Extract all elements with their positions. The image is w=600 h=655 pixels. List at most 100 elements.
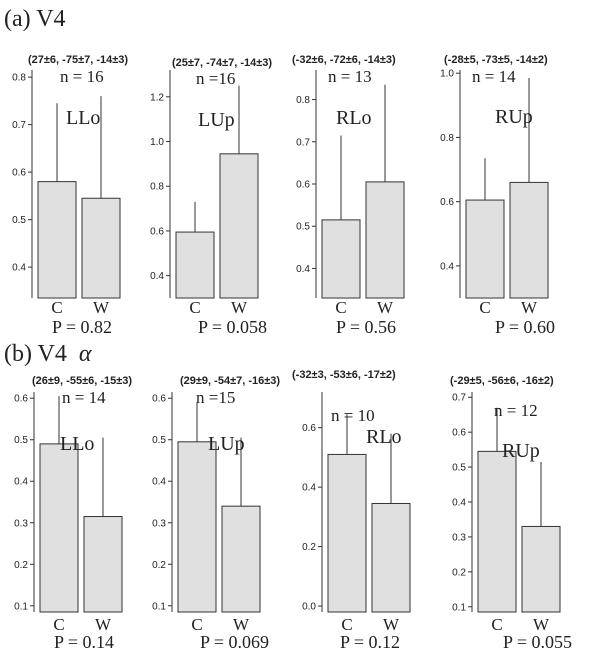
y-tick-label: 0.4 [14, 477, 28, 488]
category-label: W [93, 298, 110, 317]
y-tick-label: 0.3 [152, 518, 166, 529]
bar-W [83, 516, 123, 613]
category-label: C [53, 615, 64, 634]
y-tick-label: 0.7 [452, 393, 466, 404]
y-tick-label: 0.6 [152, 394, 166, 405]
y-tick-label: 0.2 [452, 567, 466, 578]
bar-W [365, 181, 405, 299]
coordinate-label: (29±9, -54±7, -16±3) [180, 375, 280, 387]
panel-2: 0.4 0.6 0.8 1.0 1.2 C W (25±7, -74±7, -14±3)n =… [150, 57, 272, 337]
y-tick-label: 0.7 [296, 137, 310, 148]
panel-8: 0.1 0.2 0.3 0.4 0.5 0.6 0.7 C W (-29±5, -56±6, -1… [450, 375, 572, 652]
bar-W [509, 181, 549, 299]
p-value-label: P = 0.12 [340, 632, 400, 652]
p-value-label: P = 0.14 [54, 632, 114, 652]
p-value-label: P = 0.82 [52, 317, 112, 337]
y-tick-label: 0.8 [150, 182, 164, 193]
region-label: LLo [60, 433, 94, 455]
coordinate-label: (-28±5, -73±5, -14±2) [444, 54, 548, 66]
category-label: C [341, 615, 352, 634]
coordinate-label: (25±7, -74±7, -14±3) [172, 57, 272, 69]
bar-C [477, 450, 517, 613]
n-label: n =16 [196, 69, 235, 88]
y-tick-label: 0.1 [14, 601, 28, 612]
y-tick-label: 0.3 [14, 518, 28, 529]
category-label: C [189, 298, 200, 317]
bar-C [175, 231, 215, 299]
panels: 0.4 0.5 0.6 0.7 0.8 C W (27±6, -75±7, -14±3) n =… [12, 54, 572, 652]
y-tick-label: 1.0 [150, 137, 164, 148]
region-label: RLo [366, 426, 402, 448]
y-tick-label: 0.5 [14, 435, 28, 446]
region-label: LUp [208, 433, 245, 455]
y-tick-label: 0.8 [12, 73, 26, 84]
y-tick-label: 0.2 [152, 560, 166, 571]
y-tick-label: 0.1 [152, 601, 166, 612]
panel-7: 0.0 0.2 0.4 0.6 C W (-32±3, -53±6, -17±2) n = 1… [292, 369, 411, 652]
y-tick-label: 0.4 [296, 264, 310, 275]
section-title-b-text: (b) V4 [4, 341, 67, 367]
n-label: n = 14 [62, 388, 106, 407]
y-tick-label: 1.2 [150, 92, 164, 103]
bar-W [221, 505, 261, 613]
coordinate-label: (27±6, -75±7, -14±3) [28, 54, 128, 66]
y-tick-label: 0.0 [302, 602, 316, 613]
y-tick-label: 0.5 [296, 222, 310, 233]
y-tick-label: 0.2 [302, 542, 316, 553]
bar-C [39, 443, 79, 613]
category-label: W [383, 615, 400, 634]
panel-1: 0.4 0.5 0.6 0.7 0.8 C W (27±6, -75±7, -14±3)n =… [12, 54, 128, 337]
category-label: W [231, 298, 248, 317]
panel-6: 0.1 0.2 0.3 0.4 0.5 0.6 C W (29±9, -54±7, -16±3)… [152, 375, 280, 652]
category-label: W [233, 615, 250, 634]
bar-W [371, 502, 411, 613]
y-tick-label: 0.4 [152, 477, 166, 488]
coordinate-label: (-32±3, -53±6, -17±2) [292, 369, 396, 381]
category-label: W [377, 298, 394, 317]
y-tick-label: 0.5 [12, 215, 26, 226]
n-label: n = 14 [472, 67, 516, 86]
p-value-label: P = 0.058 [198, 317, 267, 337]
category-label: C [335, 298, 346, 317]
y-tick-label: 0.4 [452, 498, 466, 509]
y-tick-label: 0.6 [12, 168, 26, 179]
y-tick-label: 0.8 [296, 95, 310, 106]
y-tick-label: 0.6 [296, 180, 310, 191]
region-label: RLo [336, 107, 372, 129]
y-tick-label: 0.6 [302, 423, 316, 434]
p-value-label: P = 0.069 [200, 632, 269, 652]
panel-3: 0.4 0.5 0.6 0.7 0.8 C W (-32±6, -72±6, -14±3)n … [292, 54, 405, 337]
section-title-b-greek: α [79, 341, 92, 367]
n-label: n =15 [196, 388, 235, 407]
p-value-label: P = 0.60 [495, 317, 555, 337]
n-label: n = 10 [331, 406, 375, 425]
y-tick-label: 0.6 [440, 197, 454, 208]
coordinate-label: (-32±6, -72±6, -14±3) [292, 54, 396, 66]
section-title-b: (b) V4 α [4, 341, 92, 367]
p-value-label: P = 0.055 [503, 632, 572, 652]
category-label: C [479, 298, 490, 317]
bar-C [327, 453, 367, 613]
y-tick-label: 0.7 [12, 120, 26, 131]
y-tick-label: 0.8 [440, 133, 454, 144]
bar-C [465, 199, 505, 299]
y-tick-label: 0.2 [14, 560, 28, 571]
coordinate-label: (26±9, -55±6, -15±3) [32, 375, 132, 387]
category-label: C [51, 298, 62, 317]
coordinate-label: (-29±5, -56±6, -16±2) [450, 375, 554, 387]
bar-W [219, 153, 259, 299]
section-title-a: (a) V4 [4, 6, 66, 32]
category-label: W [521, 298, 538, 317]
region-label: RUp [502, 440, 540, 462]
bar-W [81, 197, 121, 299]
y-tick-label: 0.5 [452, 463, 466, 474]
y-tick-label: 0.6 [452, 428, 466, 439]
y-tick-label: 0.4 [150, 271, 164, 282]
y-tick-label: 0.6 [14, 394, 28, 405]
bar-C [177, 441, 217, 613]
region-label: LUp [198, 109, 235, 131]
region-label: LLo [66, 107, 100, 129]
category-label: W [95, 615, 112, 634]
bar-W [521, 525, 561, 613]
